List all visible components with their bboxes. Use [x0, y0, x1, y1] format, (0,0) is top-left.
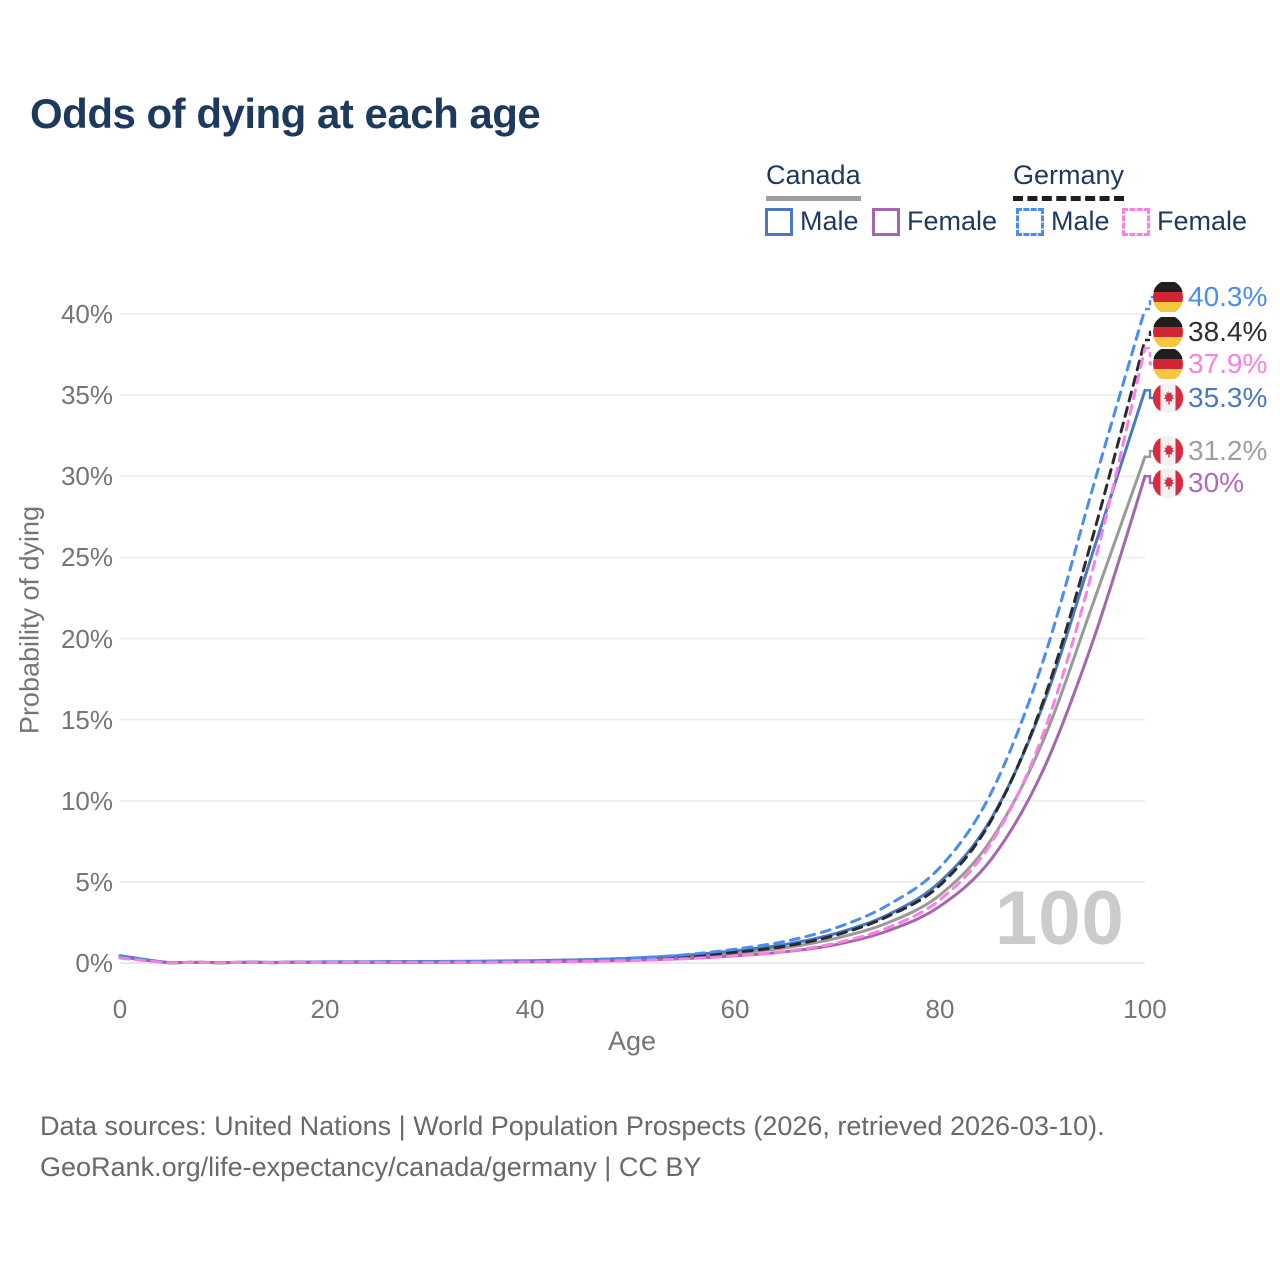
- y-tick-label: 10%: [60, 785, 113, 816]
- y-tick-label: 5%: [75, 866, 113, 897]
- canada-flag-icon: [1153, 383, 1183, 413]
- germany-flag-icon: [1153, 317, 1183, 347]
- leader-line-canada-female: [1145, 475, 1155, 485]
- x-tick-label: 100: [1123, 994, 1167, 1024]
- legend-item-canada-male[interactable]: Male: [765, 206, 859, 237]
- legend-label: Male: [1051, 206, 1110, 236]
- legend-item-germany-female[interactable]: Female: [1122, 206, 1247, 237]
- legend-label: Female: [907, 206, 998, 236]
- germany-flag-icon: [1153, 349, 1183, 379]
- series-line-canada-total[interactable]: [118, 455, 1147, 965]
- source-url-line: GeoRank.org/life-expectancy/canada/germa…: [40, 1152, 702, 1182]
- end-label-value: 31.2%: [1188, 435, 1268, 466]
- x-tick-label: 60: [720, 994, 750, 1024]
- y-tick-label: 15%: [60, 704, 113, 735]
- footer-attribution: Data sources: United Nations | World Pop…: [40, 1106, 1105, 1188]
- end-label-value: 35.3%: [1188, 382, 1268, 413]
- leader-line-germany-total: [1145, 330, 1155, 342]
- series-line-germany-total[interactable]: [118, 338, 1147, 965]
- y-tick-label: 20%: [60, 623, 113, 654]
- y-tick-label: 0%: [75, 948, 113, 978]
- end-label-canada-female: 30%: [1153, 468, 1244, 498]
- y-tick-label: 35%: [60, 380, 113, 411]
- legend-label: Female: [1157, 206, 1248, 236]
- data-sources-line: Data sources: United Nations | World Pop…: [40, 1111, 1105, 1141]
- end-label-value: 38.4%: [1188, 316, 1268, 347]
- end-label-value: 30%: [1188, 467, 1245, 498]
- leader-line-canada-total: [1145, 449, 1155, 458]
- x-axis-title: Age: [607, 1026, 657, 1056]
- germany-flag-icon: [1153, 282, 1183, 312]
- canada-female-swatch-icon: [872, 207, 900, 236]
- age-watermark: 100: [995, 876, 1125, 961]
- end-label-canada-total: 31.2%: [1153, 436, 1267, 466]
- canada-flag-icon: [1153, 468, 1183, 498]
- end-label-germany-total: 38.4%: [1153, 317, 1267, 347]
- leader-line-germany-male: [1145, 295, 1155, 311]
- leader-line-germany-female: [1145, 346, 1155, 366]
- legend-group-canada: Canada: [766, 160, 861, 201]
- legend-label: Male: [800, 206, 859, 236]
- end-label-canada-male: 35.3%: [1153, 383, 1267, 413]
- end-label-value: 37.9%: [1188, 348, 1268, 379]
- x-tick-label: 40: [515, 994, 545, 1024]
- y-axis-title: Probability of dying: [14, 505, 45, 735]
- legend-item-germany-male[interactable]: Male: [1016, 206, 1110, 237]
- legend-item-canada-female[interactable]: Female: [872, 206, 997, 237]
- leader-line-canada-male: [1145, 389, 1155, 400]
- series-line-germany-female[interactable]: [118, 346, 1147, 965]
- series-line-germany-male[interactable]: [118, 307, 1147, 965]
- y-tick-label: 25%: [60, 542, 113, 573]
- canada-male-swatch-icon: [765, 207, 793, 236]
- legend-group-germany: Germany: [1013, 160, 1125, 201]
- x-tick-label: 0: [112, 994, 128, 1024]
- end-label-germany-female: 37.9%: [1153, 349, 1267, 379]
- y-tick-label: 30%: [60, 461, 113, 492]
- end-label-germany-male: 40.3%: [1153, 282, 1267, 312]
- x-tick-label: 80: [925, 994, 955, 1024]
- germany-male-swatch-icon: [1016, 207, 1044, 236]
- page-title: Odds of dying at each age: [30, 90, 541, 137]
- end-label-value: 40.3%: [1188, 281, 1268, 312]
- x-tick-label: 20: [310, 994, 340, 1024]
- canada-flag-icon: [1153, 436, 1183, 466]
- germany-female-swatch-icon: [1122, 207, 1150, 236]
- y-tick-label: 40%: [60, 299, 113, 329]
